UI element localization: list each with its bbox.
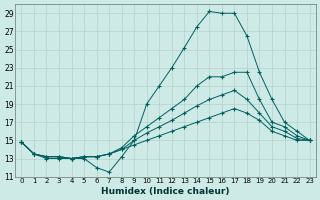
X-axis label: Humidex (Indice chaleur): Humidex (Indice chaleur) bbox=[101, 187, 230, 196]
